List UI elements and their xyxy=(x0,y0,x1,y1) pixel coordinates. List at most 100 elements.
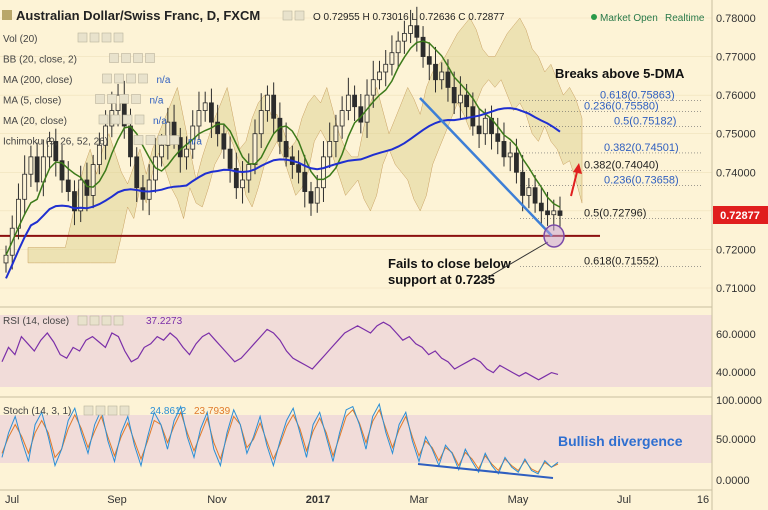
indicator-control-icon[interactable] xyxy=(109,53,119,63)
moving-averages xyxy=(5,40,561,279)
stoch-more-icon[interactable] xyxy=(119,405,130,416)
x-label: May xyxy=(508,494,529,506)
candle-body xyxy=(345,94,351,111)
candle-body xyxy=(202,102,208,111)
candle-body xyxy=(22,173,28,200)
indicator-control-icon[interactable] xyxy=(138,73,148,84)
candle-body xyxy=(464,94,470,108)
rsi-line xyxy=(1,321,559,381)
rsi-close-icon[interactable] xyxy=(101,315,112,326)
rsi-settings-icon[interactable] xyxy=(89,315,100,326)
indicator-name: MA (200, close) xyxy=(3,75,72,86)
rsi-legend: RSI (14, close) 37.2273 xyxy=(3,315,183,327)
candle-body xyxy=(240,179,245,189)
indicator-legend[interactable]: Vol (20) BB (20, close, 2) MA (200, close)… xyxy=(3,32,202,148)
fails-annotation-line1: Fails to close below xyxy=(388,256,512,271)
indicator-control-icon[interactable] xyxy=(107,94,117,104)
indicator-control-icon[interactable] xyxy=(102,73,112,84)
candle-body xyxy=(265,94,270,111)
candle-body xyxy=(209,102,214,123)
indicator-control-icon[interactable] xyxy=(157,135,168,145)
x-label: Sep xyxy=(107,494,127,506)
time-axis[interactable]: Jul Sep Nov 2017 Mar May Jul 16 xyxy=(5,494,709,506)
price-tick-label: 0.76000 xyxy=(716,90,756,102)
stochastic-panel[interactable] xyxy=(0,400,712,490)
candle-body xyxy=(134,156,140,189)
x-label: 16 xyxy=(697,494,709,506)
rsi-eye-icon[interactable] xyxy=(77,315,88,326)
indicator-control-icon[interactable] xyxy=(98,114,109,125)
stoch-close-icon[interactable] xyxy=(107,405,118,416)
candle-body xyxy=(514,152,519,173)
candle-body xyxy=(90,164,96,196)
fails-annotation-line2: support at 0.7235 xyxy=(388,272,495,287)
candle-body xyxy=(28,156,34,175)
stoch-eye-icon[interactable] xyxy=(83,405,94,416)
current-price-badge: 0.72877 xyxy=(713,206,768,224)
fib-level-label: 0.5(0.75182) xyxy=(614,116,676,128)
candle-body xyxy=(165,121,171,146)
indicator-control-icon[interactable] xyxy=(119,94,129,104)
indicator-value: n/a xyxy=(153,116,167,127)
fib-level-label: 0.236(0.73658) xyxy=(604,174,679,186)
indicator-control-icon[interactable] xyxy=(114,73,124,84)
breaks-annotation: Breaks above 5-DMA xyxy=(555,66,685,81)
candle-body xyxy=(352,94,357,108)
indicator-control-icon[interactable] xyxy=(133,135,144,145)
ohlc-readout: O 0.72955 H 0.73016 L 0.72636 C 0.72877 xyxy=(313,12,505,23)
indicator-control-icon[interactable] xyxy=(131,94,141,104)
current-price-label: 0.72877 xyxy=(720,210,760,222)
rsi-tick-40: 40.0000 xyxy=(716,367,756,379)
candle-body xyxy=(526,187,532,196)
indicator-control-icon[interactable] xyxy=(145,53,155,63)
indicator-control-icon[interactable] xyxy=(134,114,145,125)
candle-body xyxy=(233,168,239,189)
candle-body xyxy=(128,125,133,158)
candle-body xyxy=(327,141,333,158)
stoch-axis: 100.0000 50.0000 0.0000 xyxy=(716,395,762,487)
indicator-control-icon[interactable] xyxy=(122,114,133,125)
header-settings-icon[interactable] xyxy=(282,10,293,21)
collapse-icon[interactable] xyxy=(2,10,12,20)
divergence-line xyxy=(417,463,554,479)
indicator-control-icon[interactable] xyxy=(95,94,105,104)
candle-body xyxy=(252,133,258,165)
fib-level-label: 0.618(0.71552) xyxy=(584,256,659,268)
candle-body xyxy=(414,25,420,38)
candle-body xyxy=(314,187,320,204)
indicator-control-icon[interactable] xyxy=(133,53,143,63)
candle-body xyxy=(72,191,77,212)
price-tick-label: 0.71000 xyxy=(716,283,756,295)
indicator-control-icon[interactable] xyxy=(110,114,121,125)
indicator-control-icon[interactable] xyxy=(77,32,88,43)
stoch-settings-icon[interactable] xyxy=(95,405,106,416)
header-menu-icon[interactable] xyxy=(294,10,305,21)
price-tick-label: 0.72000 xyxy=(716,244,756,256)
indicator-control-icon[interactable] xyxy=(113,32,124,43)
indicator-control-icon[interactable] xyxy=(126,73,136,84)
indicator-control-icon[interactable] xyxy=(101,32,112,43)
rsi-more-icon[interactable] xyxy=(113,315,124,326)
candle-body xyxy=(196,110,202,127)
stoch-label: Stoch (14, 3, 1) xyxy=(3,406,71,417)
candle-body xyxy=(451,87,457,104)
rsi-axis: 60.0000 40.0000 xyxy=(716,329,756,379)
candle-body xyxy=(426,56,432,65)
candle-body xyxy=(383,63,389,73)
indicator-control-icon[interactable] xyxy=(121,53,131,63)
candle-body xyxy=(53,141,59,162)
indicator-control-icon[interactable] xyxy=(145,135,156,145)
candle-body xyxy=(333,125,339,142)
candle-body xyxy=(296,164,301,173)
indicator-control-icon[interactable] xyxy=(89,32,100,43)
main-price-panel[interactable] xyxy=(0,0,712,305)
fib-labels: 0.618(0.75863)0.236(0.75580) 0.5(0.75182)… xyxy=(584,89,679,267)
candle-body xyxy=(389,52,395,65)
candle-body xyxy=(445,71,451,88)
price-tick-label: 0.77000 xyxy=(716,52,756,64)
stochastic-lines xyxy=(1,402,559,475)
indicator-control-icon[interactable] xyxy=(169,135,180,145)
candle-body xyxy=(551,210,557,216)
candle-body xyxy=(557,210,563,216)
